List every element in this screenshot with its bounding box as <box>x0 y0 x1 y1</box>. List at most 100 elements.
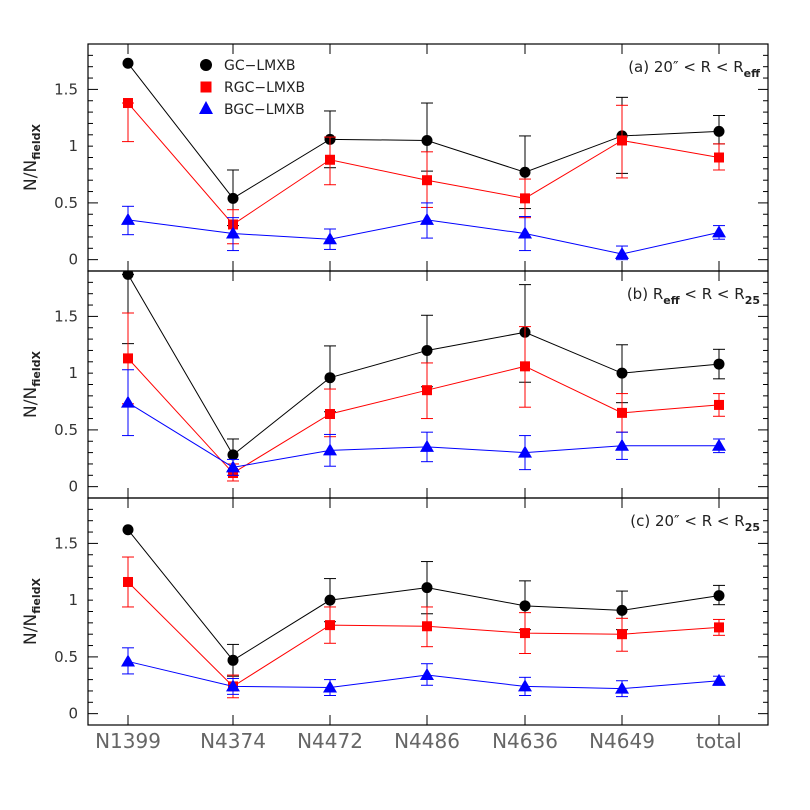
panel-label: (b) Reff < R < R25 <box>627 285 760 307</box>
y-tick-label: 0.5 <box>54 421 78 439</box>
y-tick-label: 0 <box>68 251 78 269</box>
data-point <box>420 668 434 681</box>
y-tick-label: 1.5 <box>54 307 78 325</box>
data-point <box>227 192 239 204</box>
x-category-label: N1399 <box>95 729 161 753</box>
legend-label: RGC−LMXB <box>224 80 305 96</box>
data-point <box>518 679 532 692</box>
data-point <box>227 449 239 461</box>
data-point <box>226 460 240 473</box>
series-layer <box>121 524 726 699</box>
series-layer <box>121 57 726 261</box>
data-point <box>519 600 531 612</box>
data-point <box>518 226 532 239</box>
y-axis-label: N/NfieldX <box>21 578 43 645</box>
x-category-label: N4636 <box>492 729 558 753</box>
y-tick-label: 0 <box>68 705 78 723</box>
panel-label: (c) 20″ < R < R25 <box>630 512 760 534</box>
data-point <box>617 407 627 418</box>
series-triangle <box>121 647 726 698</box>
data-point <box>325 154 335 165</box>
legend-label: GC−LMXB <box>224 58 295 74</box>
panel-c: 0 0.5 1 1.5 N/NfieldX (c) 20″ < R < R25 <box>21 497 769 726</box>
panel-b: 0 0.5 1 1.5 N/NfieldX (b) Reff < R < R25 <box>21 270 769 499</box>
data-point <box>712 438 726 451</box>
data-point <box>421 582 433 594</box>
y-tick-label: 1.5 <box>54 534 78 552</box>
y-tick-label: 1 <box>68 591 78 609</box>
data-point <box>518 445 532 458</box>
data-point <box>123 98 133 109</box>
data-point <box>123 353 133 364</box>
y-axis-label: N/NfieldX <box>21 351 43 418</box>
series-line <box>127 529 720 661</box>
data-point <box>714 399 724 410</box>
data-point <box>615 438 629 451</box>
x-category-label: N4486 <box>394 729 460 753</box>
panel-label: (a) 20″ < R < Reff <box>628 58 760 80</box>
data-point <box>712 673 726 686</box>
y-tick-label: 1 <box>68 364 78 382</box>
data-point <box>324 372 336 384</box>
data-point <box>617 629 627 640</box>
series-circle <box>122 524 725 677</box>
data-point <box>121 212 135 225</box>
data-point <box>226 679 240 692</box>
data-point <box>325 620 335 631</box>
panel-a: 0 0.5 1 1.5 N/NfieldX (a) 20″ < R < Reff GC−LM… <box>21 43 769 272</box>
x-category-label: N4472 <box>297 729 363 753</box>
data-point <box>422 175 432 186</box>
data-point <box>615 681 629 694</box>
x-category-label: total <box>696 729 742 753</box>
x-category-label: N4649 <box>589 729 655 753</box>
data-point <box>713 590 725 602</box>
y-tick-label: 0.5 <box>54 648 78 666</box>
series-line <box>127 102 720 226</box>
data-point <box>712 225 726 238</box>
series-line <box>127 581 720 688</box>
data-point <box>122 524 134 536</box>
data-point <box>324 594 336 606</box>
y-tick-label: 1.5 <box>54 80 78 98</box>
data-point <box>121 654 135 667</box>
data-point <box>615 246 629 259</box>
panel-frame <box>87 43 769 272</box>
y-axis-label: N/NfieldX <box>21 124 43 191</box>
legend-marker <box>200 81 212 93</box>
x-axis-category-labels: N1399 N4374 N4472 N4486 N4636 N4649 total <box>95 729 742 753</box>
data-point <box>323 443 337 456</box>
data-point <box>323 232 337 245</box>
data-point <box>714 152 724 163</box>
data-point <box>714 622 724 633</box>
data-point <box>616 604 628 616</box>
y-tick-label: 0 <box>68 478 78 496</box>
data-point <box>123 576 133 587</box>
data-point <box>121 395 135 408</box>
x-category-label: N4374 <box>200 729 266 753</box>
series-triangle <box>121 202 726 261</box>
legend-marker <box>199 101 213 114</box>
series-triangle <box>121 369 726 476</box>
data-point <box>325 409 335 420</box>
data-point <box>122 57 134 69</box>
series-line <box>127 219 720 255</box>
series-square <box>122 312 725 482</box>
data-point <box>422 385 432 396</box>
panel-frame <box>87 497 769 726</box>
data-point <box>122 271 134 280</box>
data-point <box>323 680 337 693</box>
data-point <box>520 628 530 639</box>
data-point <box>520 193 530 204</box>
data-point <box>227 654 239 666</box>
legend-marker <box>200 59 212 71</box>
y-tick-label: 0.5 <box>54 194 78 212</box>
data-point <box>713 358 725 370</box>
series-layer <box>121 271 726 482</box>
data-point <box>421 134 433 146</box>
data-point <box>616 367 628 379</box>
legend: GC−LMXB RGC−LMXB BGC−LMXB <box>199 58 305 118</box>
data-point <box>519 166 531 178</box>
y-tick-label: 1 <box>68 137 78 155</box>
data-point <box>226 226 240 239</box>
